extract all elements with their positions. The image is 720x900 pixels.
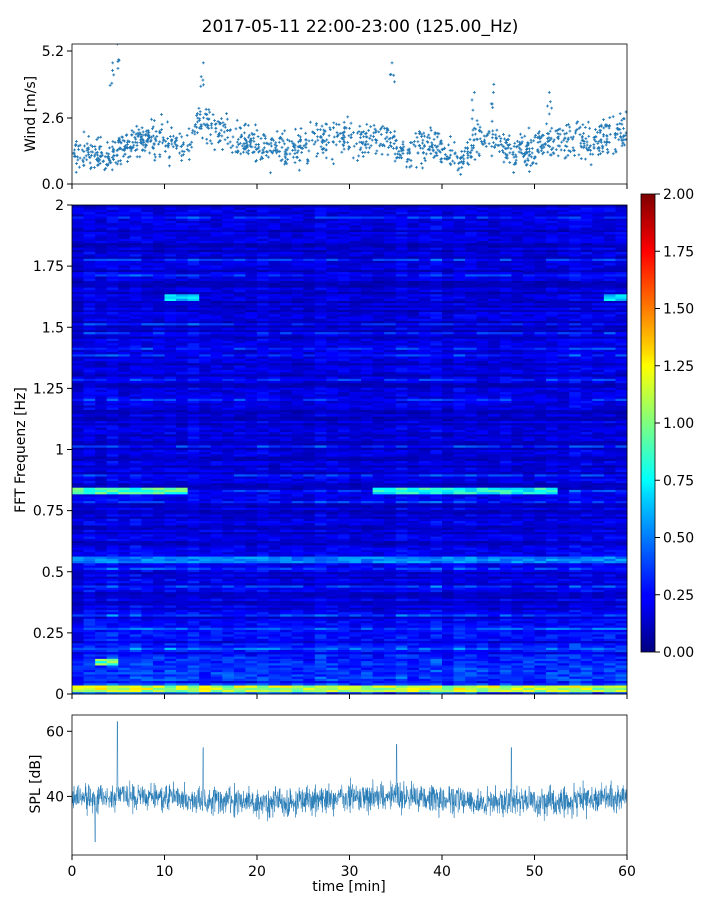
chart-title: 2017-05-11 22:00-23:00 (125.00_Hz)	[202, 17, 519, 37]
wind-ytick-label: 5.2	[42, 44, 64, 60]
spectrogram-panel: 00.250.50.7511.251.51.752 FFT Frequenz […	[13, 198, 627, 703]
wind-y-axis-label: Wind [m/s]	[23, 76, 39, 152]
wind-x-ticks	[72, 184, 627, 189]
wind-y-ticks: 0.0 2.6 5.2	[42, 44, 72, 193]
wind-ytick-label: 0.0	[42, 177, 64, 193]
wind-ytick-label: 2.6	[42, 111, 64, 127]
wind-panel: 0.0 2.6 5.2 Wind [m/s]	[23, 43, 627, 193]
spectrogram-heatmap	[72, 205, 627, 694]
wind-plot-area	[72, 44, 627, 184]
